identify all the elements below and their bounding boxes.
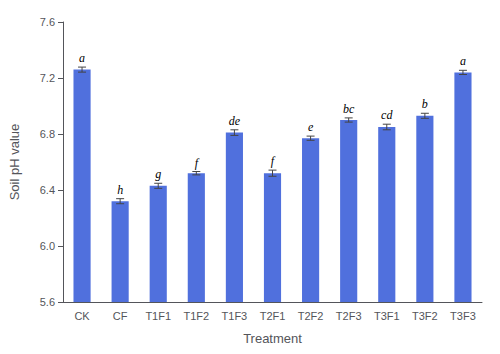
svg-text:6.0: 6.0 — [40, 240, 55, 252]
svg-text:T3F2: T3F2 — [412, 310, 438, 322]
svg-text:de: de — [229, 114, 241, 128]
svg-text:h: h — [117, 183, 123, 197]
svg-text:e: e — [308, 120, 314, 134]
svg-text:bc: bc — [343, 102, 355, 116]
svg-text:T3F1: T3F1 — [374, 310, 400, 322]
svg-text:T1F3: T1F3 — [222, 310, 248, 322]
svg-text:T2F3: T2F3 — [336, 310, 362, 322]
svg-text:cd: cd — [381, 108, 393, 122]
svg-text:Soil pH value: Soil pH value — [7, 124, 22, 201]
svg-text:T2F1: T2F1 — [260, 310, 286, 322]
svg-text:CK: CK — [74, 310, 90, 322]
svg-text:7.6: 7.6 — [40, 16, 55, 28]
svg-text:f: f — [195, 156, 200, 170]
svg-text:6.8: 6.8 — [40, 128, 55, 140]
svg-text:T1F2: T1F2 — [183, 310, 209, 322]
svg-text:7.2: 7.2 — [40, 72, 55, 84]
svg-text:a: a — [79, 51, 85, 65]
svg-text:T3F3: T3F3 — [450, 310, 476, 322]
svg-text:b: b — [422, 97, 428, 111]
svg-text:6.4: 6.4 — [40, 184, 55, 196]
svg-text:Treatment: Treatment — [243, 331, 302, 346]
svg-text:T2F2: T2F2 — [298, 310, 324, 322]
svg-text:a: a — [460, 54, 466, 68]
svg-text:f: f — [271, 154, 276, 168]
svg-text:CF: CF — [113, 310, 128, 322]
svg-text:g: g — [155, 167, 161, 181]
svg-text:T1F1: T1F1 — [145, 310, 171, 322]
svg-text:5.6: 5.6 — [40, 296, 55, 308]
